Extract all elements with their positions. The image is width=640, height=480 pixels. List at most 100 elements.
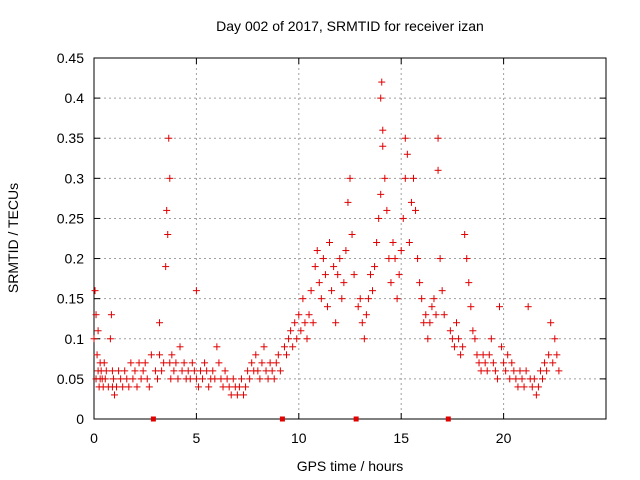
data-point [330, 263, 338, 271]
data-point [311, 263, 319, 271]
data-point [272, 359, 280, 367]
data-point [283, 351, 291, 359]
data-point [334, 271, 342, 279]
data-point [274, 351, 282, 359]
data-point [280, 343, 288, 351]
data-point [377, 190, 385, 198]
data-point [381, 174, 389, 182]
data-point [196, 367, 204, 375]
data-point [473, 351, 481, 359]
data-point [428, 303, 436, 311]
data-point [260, 343, 268, 351]
data-point [502, 367, 510, 375]
data-point [487, 335, 495, 343]
data-point [137, 375, 145, 383]
data-point [237, 375, 245, 383]
grid-lines [94, 58, 606, 419]
data-point [543, 367, 551, 375]
data-point [366, 271, 374, 279]
data-point [448, 335, 456, 343]
data-point [536, 367, 544, 375]
data-point [362, 311, 370, 319]
data-point [106, 335, 114, 343]
data-point [178, 367, 186, 375]
data-point [153, 375, 161, 383]
data-point [508, 359, 516, 367]
x-tick-label: 10 [291, 430, 307, 446]
data-point [420, 319, 428, 327]
data-point [227, 391, 235, 399]
data-point [424, 335, 432, 343]
data-point [107, 311, 115, 319]
data-point [172, 359, 180, 367]
data-point [90, 335, 98, 343]
data-point [215, 359, 223, 367]
data-point [551, 335, 559, 343]
data-point [493, 375, 501, 383]
data-point [477, 367, 485, 375]
data-point [530, 375, 538, 383]
data-point [346, 174, 354, 182]
data-point [475, 359, 483, 367]
data-point [110, 391, 118, 399]
y-tick-label: 0.1 [65, 331, 85, 347]
data-point [332, 319, 340, 327]
data-point [209, 367, 217, 375]
data-point [397, 247, 405, 255]
data-point [141, 359, 149, 367]
data-point [223, 375, 231, 383]
data-point [262, 367, 270, 375]
data-point [401, 174, 409, 182]
x-tick-label: 0 [90, 430, 98, 446]
data-point [438, 287, 446, 295]
y-tick-label: 0.2 [65, 251, 85, 267]
data-point [383, 206, 391, 214]
data-point [190, 367, 198, 375]
y-tick-label: 0.05 [57, 371, 84, 387]
data-point [489, 359, 497, 367]
data-point [452, 319, 460, 327]
data-point [156, 351, 164, 359]
data-point [125, 383, 133, 391]
data-points [90, 78, 563, 399]
data-point [506, 375, 514, 383]
data-point [174, 375, 182, 383]
data-point [510, 367, 518, 375]
x-axis-label: GPS time / hours [297, 458, 404, 474]
data-point [407, 198, 415, 206]
y-tick-label: 0.3 [65, 170, 85, 186]
data-point [340, 279, 348, 287]
data-point [244, 367, 252, 375]
data-point [432, 311, 440, 319]
data-point [395, 271, 403, 279]
data-point [342, 247, 350, 255]
data-point [446, 327, 454, 335]
data-point [547, 319, 555, 327]
data-point [479, 351, 487, 359]
data-point [344, 198, 352, 206]
data-point [422, 311, 430, 319]
data-gap-marker [150, 416, 156, 422]
data-point [158, 367, 166, 375]
data-point [323, 303, 331, 311]
data-point [524, 303, 532, 311]
data-point [409, 174, 417, 182]
data-point [233, 391, 241, 399]
data-point [287, 327, 295, 335]
data-point [108, 367, 116, 375]
data-point [160, 359, 168, 367]
data-point [393, 295, 401, 303]
data-point [229, 375, 237, 383]
data-point [293, 335, 301, 343]
data-point [539, 375, 547, 383]
data-point [379, 126, 387, 134]
data-point [258, 359, 266, 367]
data-point [93, 351, 101, 359]
data-point [369, 287, 377, 295]
data-point [264, 375, 272, 383]
data-point [276, 367, 284, 375]
y-tick-label: 0 [76, 411, 84, 427]
data-point [518, 375, 526, 383]
data-point [485, 351, 493, 359]
